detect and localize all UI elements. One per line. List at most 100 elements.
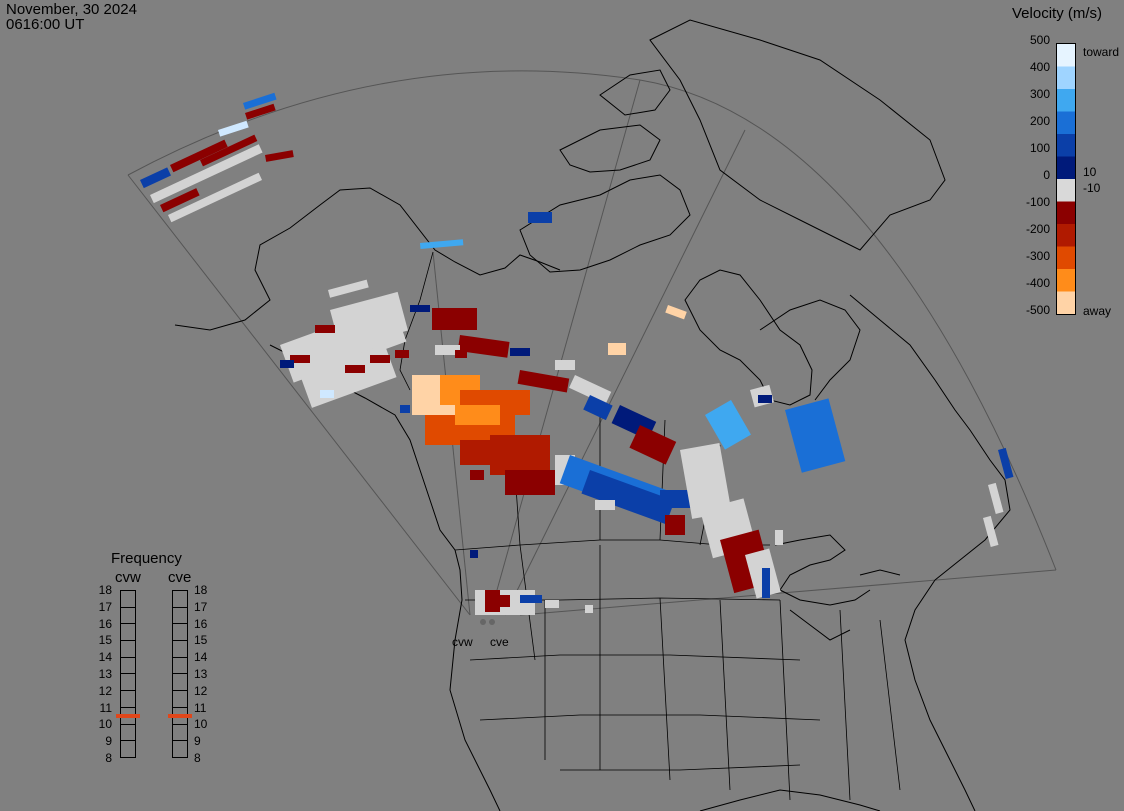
- echo-cell: [608, 343, 626, 355]
- echo-cell: [280, 360, 294, 368]
- colorbar-tick: -100: [1025, 195, 1050, 209]
- borders: [399, 251, 901, 801]
- arctic-islands-3: [599, 69, 671, 116]
- radar-site-markers: [480, 619, 495, 625]
- echo-cell: [595, 500, 615, 510]
- echo-cell: [457, 335, 510, 358]
- echo-cell: [520, 595, 542, 603]
- echo-cell: [432, 308, 477, 330]
- echo-cell: [139, 167, 171, 189]
- freq-cell: [173, 725, 187, 742]
- echo-cell: [705, 399, 751, 450]
- quebec-labrador: [759, 299, 861, 401]
- freq-column-cve: [172, 590, 188, 758]
- tick-small-neg: -10: [1083, 181, 1101, 195]
- freq-level-left: 12: [98, 683, 112, 698]
- echo-cell: [555, 360, 575, 370]
- echo-cell: [149, 144, 263, 204]
- freq-marker-cve: [168, 714, 192, 718]
- colorbar-tick: 0: [1043, 168, 1050, 182]
- echo-cell: [168, 172, 263, 223]
- freq-cell: [173, 741, 187, 758]
- freq-cell: [121, 591, 135, 608]
- colorbar-tick: -300: [1025, 249, 1050, 263]
- freq-radar-left: cvw: [115, 569, 141, 586]
- colorbar-tick: 200: [1029, 114, 1050, 128]
- freq-marker-cvw: [116, 714, 140, 718]
- echo-cell: [485, 590, 500, 612]
- echo-cell: [585, 605, 593, 613]
- freq-cell: [173, 674, 187, 692]
- freq-level-right: 13: [194, 667, 208, 681]
- echo-cell: [328, 279, 369, 298]
- freq-cell: [121, 725, 135, 742]
- freq-level-right: 10: [194, 717, 208, 732]
- freq-level-left: 11: [99, 700, 112, 715]
- echo-cell: [419, 239, 464, 249]
- arctic-islands-2: [559, 124, 661, 173]
- fov-left-edge: [127, 174, 471, 616]
- freq-cell: [121, 658, 135, 675]
- colorbar-tick: 100: [1029, 141, 1050, 155]
- freq-level-right: 16: [194, 616, 208, 631]
- echo-cell: [315, 325, 335, 333]
- echo-cell: [762, 568, 770, 598]
- echo-cell: [998, 447, 1014, 479]
- hudson-bay: [684, 269, 813, 406]
- toward-label: toward: [1083, 45, 1120, 59]
- echo-cell: [517, 370, 570, 393]
- echo-cell: [455, 405, 500, 425]
- colorbar-tick: -400: [1025, 276, 1050, 290]
- echo-cell: [528, 212, 552, 223]
- echo-cell: [280, 303, 407, 383]
- colorbar-tick: 300: [1029, 87, 1050, 101]
- echo-cell: [569, 375, 612, 405]
- fov-divider-3: [504, 129, 746, 616]
- velocity-colorbar: [1056, 43, 1076, 315]
- freq-cell: [121, 708, 135, 725]
- cvw-site-label: cvw: [452, 635, 473, 649]
- echo-cell: [510, 348, 530, 356]
- colorbar-tick: 500: [1029, 33, 1050, 47]
- time-label: 0616:00 UT: [6, 16, 85, 33]
- echo-cell: [680, 443, 732, 519]
- echo-cell: [218, 120, 249, 137]
- fov-divider-2: [489, 79, 641, 616]
- freq-cell: [173, 608, 187, 625]
- freq-level-left: 8: [105, 751, 112, 765]
- echo-cell: [470, 470, 484, 480]
- cve-site-marker: [489, 619, 495, 625]
- echo-cell: [629, 425, 677, 465]
- echo-cell: [785, 398, 846, 473]
- colorbar-tick: -200: [1025, 222, 1050, 236]
- colorbar-tick: 400: [1029, 60, 1050, 74]
- freq-level-right: 15: [194, 633, 208, 648]
- freq-level-right: 14: [194, 650, 208, 665]
- cve-site-label: cve: [490, 635, 509, 649]
- frequency-title: Frequency: [111, 550, 182, 567]
- freq-cell: [121, 641, 135, 658]
- away-label: away: [1083, 304, 1112, 318]
- freq-cell: [121, 608, 135, 625]
- fov-outlines: [127, 70, 1057, 616]
- echo-cell: [581, 470, 675, 525]
- freq-radar-right: cve: [168, 569, 192, 586]
- echo-cell: [290, 355, 310, 363]
- us-states-h: [465, 597, 821, 771]
- freq-level-left: 17: [98, 599, 112, 614]
- echo-cell: [345, 365, 365, 373]
- coastlines: [174, 19, 1011, 811]
- colorbar-title: Velocity (m/s): [1012, 5, 1103, 22]
- freq-cell: [121, 674, 135, 692]
- freq-level-left: 18: [98, 583, 112, 597]
- freq-cell: [173, 641, 187, 658]
- date-label: November, 30 2024: [6, 1, 137, 18]
- freq-cell: [173, 658, 187, 675]
- velocity-echoes: [139, 92, 1014, 615]
- us-states-v: [519, 544, 901, 801]
- arctic-islands-1: [519, 174, 691, 273]
- fov-outer-arc: [127, 70, 1057, 571]
- freq-cell: [121, 691, 135, 708]
- freq-cell: [173, 624, 187, 642]
